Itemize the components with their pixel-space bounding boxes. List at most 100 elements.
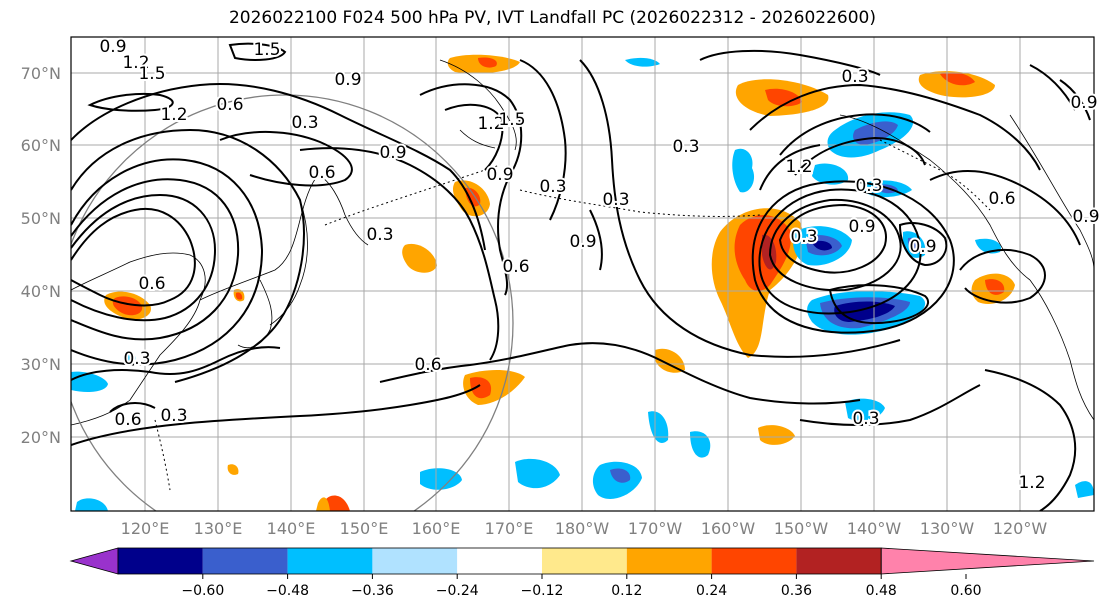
- colorbar-tick-label: 0.36: [781, 583, 812, 599]
- colorbar-tick-label: 0.48: [866, 583, 897, 599]
- colorbar-cell: [457, 548, 542, 574]
- pv-contour-label: 0.3: [539, 177, 566, 197]
- colorbar-tick-label: −0.36: [351, 583, 394, 599]
- pv-contour-label: 1.2: [1018, 473, 1045, 493]
- anomaly-blue: [732, 148, 755, 193]
- lat-tick-label: 60°N: [21, 136, 61, 155]
- pv-contour-label: 0.3: [855, 176, 882, 196]
- pv-contour-label: 0.9: [334, 70, 361, 90]
- lat-tick-label: 20°N: [21, 428, 61, 447]
- colorbar-extend-low: [69, 547, 119, 575]
- lon-tick-label: 120°W: [993, 519, 1048, 538]
- pv-contour-label: 0.6: [308, 163, 335, 183]
- anomaly-orange: [655, 348, 685, 373]
- anomaly-navy: [812, 240, 832, 251]
- anomaly-red: [470, 377, 492, 399]
- lat-tick-label: 50°N: [21, 209, 61, 228]
- anomaly-navy: [834, 301, 895, 322]
- colorbar-tick-label: −0.48: [266, 583, 309, 599]
- pv-contour-label: 1.2: [477, 114, 504, 134]
- lon-tick-label: 120°E: [121, 519, 170, 538]
- map-border: [70, 36, 1095, 512]
- lat-tick-label: 70°N: [21, 64, 61, 83]
- axis-labels: 70°N 60°N 50°N 40°N 30°N 20°N 120°E 130°E 140°E 1…: [21, 64, 1048, 538]
- plot-title: 2026022100 F024 500 hPa PV, IVT Landfall…: [228, 8, 876, 28]
- lat-tick-label: 30°N: [21, 355, 61, 374]
- anomaly-red: [940, 72, 975, 86]
- lon-tick-label: 170°W: [628, 519, 683, 538]
- pv-contour-label: 0.9: [848, 217, 875, 237]
- anomaly-blue: [648, 411, 669, 443]
- pv-contour-label: 0.3: [841, 67, 868, 87]
- colorbar-tick-label: −0.12: [521, 583, 564, 599]
- pv-contour-label: 0.3: [672, 137, 699, 157]
- pv-contour-label: 0.3: [366, 225, 393, 245]
- coastlines: [71, 59, 1094, 426]
- pv-contour-label: 0.3: [602, 190, 629, 210]
- reference-circle: [71, 94, 514, 511]
- anomaly-orange: [758, 425, 795, 445]
- anomaly-red: [478, 57, 497, 68]
- pv-contour-label: 0.6: [216, 95, 243, 115]
- pv-contour-label: 0.6: [114, 410, 141, 430]
- pv-contours: [71, 42, 1091, 511]
- pv-contour-label: 0.3: [790, 227, 817, 247]
- pv-contour-label: 1.2: [160, 105, 187, 125]
- colorbar-cell: [118, 548, 203, 574]
- colorbar-cell: [796, 548, 882, 574]
- pv-contour-label: 1.5: [138, 64, 165, 84]
- lat-lon-grid: [71, 37, 1094, 511]
- colorbar-cell: [372, 548, 458, 574]
- anomaly-red-small: [235, 292, 243, 300]
- pv-contour-label: 0.3: [123, 349, 150, 369]
- pv-contour-label: 0.6: [414, 355, 441, 375]
- ivt-pc-shading: [71, 54, 1094, 511]
- pv-contour-label: 0.3: [160, 406, 187, 426]
- anomaly-blue-dark: [610, 468, 631, 483]
- pv-contour-label: 0.9: [1070, 93, 1097, 113]
- colorbar-cell: [626, 548, 712, 574]
- colorbar-tick-label: 0.60: [950, 583, 981, 599]
- lon-tick-label: 130°E: [194, 519, 243, 538]
- pv-contour-label: 1.2: [122, 53, 149, 73]
- pv-contour-label: 0.6: [138, 274, 165, 294]
- colorbar-tick-label: 0.12: [611, 583, 642, 599]
- anomaly-blue: [515, 458, 560, 489]
- colorbar-extend-high: [880, 547, 1095, 575]
- anomaly-blue-small: [123, 351, 136, 362]
- lon-tick-label: 180°W: [555, 519, 610, 538]
- colorbar-cell: [711, 548, 797, 574]
- lon-tick-label: 140°E: [267, 519, 316, 538]
- colorbar-cell: [542, 548, 627, 574]
- lat-tick-label: 40°N: [21, 282, 61, 301]
- lon-tick-label: 150°W: [774, 519, 829, 538]
- anomaly-blue: [1075, 481, 1094, 498]
- anomaly-blue: [690, 431, 711, 458]
- colorbar-tick-label: −0.24: [436, 583, 479, 599]
- anomaly-red: [112, 296, 143, 316]
- lon-tick-label: 140°W: [847, 519, 902, 538]
- pv-contour-label: 0.6: [988, 189, 1015, 209]
- pv-contour-label: 1.5: [498, 110, 525, 130]
- pv-contour-label: 0.3: [291, 113, 318, 133]
- lon-tick-label: 150°E: [340, 519, 389, 538]
- anomaly-blue: [845, 398, 885, 422]
- pv-contour-label: 0.9: [909, 237, 936, 257]
- island-chains: [154, 139, 991, 491]
- anomaly-blue: [75, 498, 108, 511]
- lon-tick-label: 160°W: [701, 519, 756, 538]
- anomaly-blue: [420, 468, 462, 490]
- anomaly-red: [765, 88, 802, 107]
- lon-tick-label: 160°E: [412, 519, 461, 538]
- pv-contour-label: 1.5: [253, 40, 280, 60]
- anomaly-blue: [812, 163, 849, 185]
- pv-contour-label: 0.9: [1072, 207, 1099, 227]
- anomaly-orange: [227, 464, 239, 475]
- pv-contour-label: 1.2: [785, 157, 812, 177]
- pv-contour-label: 0.9: [99, 37, 126, 57]
- anomaly-blue-dark: [907, 237, 920, 253]
- colorbar-cell: [202, 548, 288, 574]
- pv-contour-label: 0.3: [852, 409, 879, 429]
- anomaly-red: [465, 187, 481, 207]
